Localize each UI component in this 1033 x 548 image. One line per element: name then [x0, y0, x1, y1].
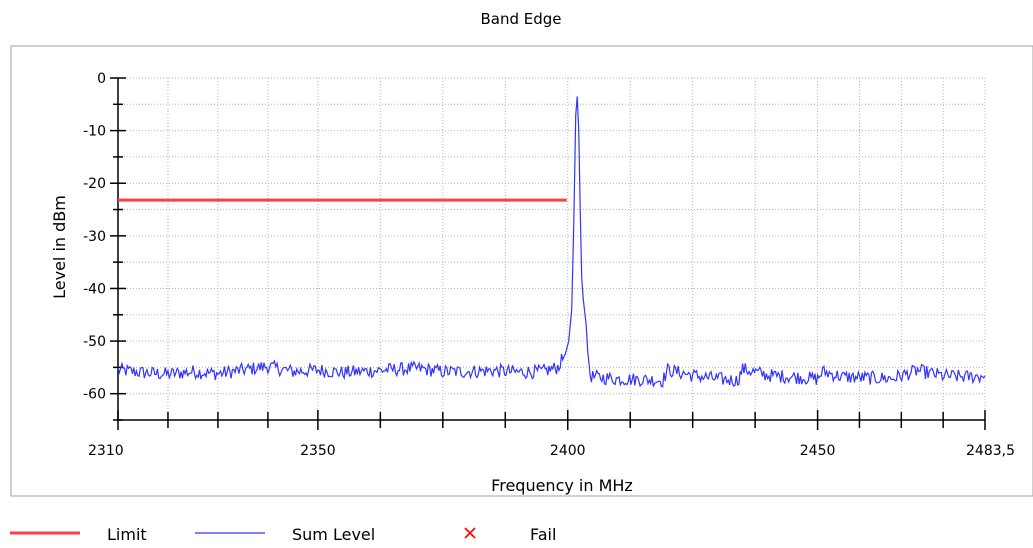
y-tick-label: -30	[83, 229, 106, 245]
x-tick-labels: 2310 2350 2400 2450 2483,5	[88, 443, 1015, 459]
y-tick-labels: 0 -10 -20 -30 -40 -50 -60	[83, 71, 106, 403]
y-tick-label: -40	[83, 281, 106, 297]
fail-cross-icon	[464, 527, 476, 539]
y-tick-label: -50	[83, 334, 106, 350]
legend-item-limit: Limit	[10, 525, 147, 544]
x-tick-label: 2350	[300, 443, 336, 459]
y-axis-title: Level in dBm	[50, 195, 69, 299]
legend-item-fail: Fail	[464, 525, 556, 544]
x-tick-label: 2400	[550, 443, 586, 459]
legend: Limit Sum Level Fail	[10, 525, 556, 544]
legend-item-sum-level: Sum Level	[195, 525, 375, 544]
series-layer	[117, 96, 986, 388]
x-axis-title: Frequency in MHz	[491, 476, 633, 495]
x-tick-label: 2450	[800, 443, 836, 459]
chart-frame	[10, 45, 1033, 497]
x-tick-label: 2310	[88, 443, 124, 459]
x-tick-label: 2483,5	[966, 443, 1015, 459]
y-tick-label: -60	[83, 387, 106, 403]
legend-label: Fail	[530, 525, 556, 544]
y-tick-label: -20	[83, 176, 106, 192]
series-sum-level-line	[117, 96, 986, 388]
legend-label: Limit	[107, 525, 147, 544]
legend-label: Sum Level	[292, 525, 375, 544]
axes	[110, 77, 986, 430]
y-tick-label: -10	[83, 124, 106, 140]
chart-title: Band Edge	[480, 10, 561, 28]
y-tick-label: 0	[97, 71, 106, 87]
